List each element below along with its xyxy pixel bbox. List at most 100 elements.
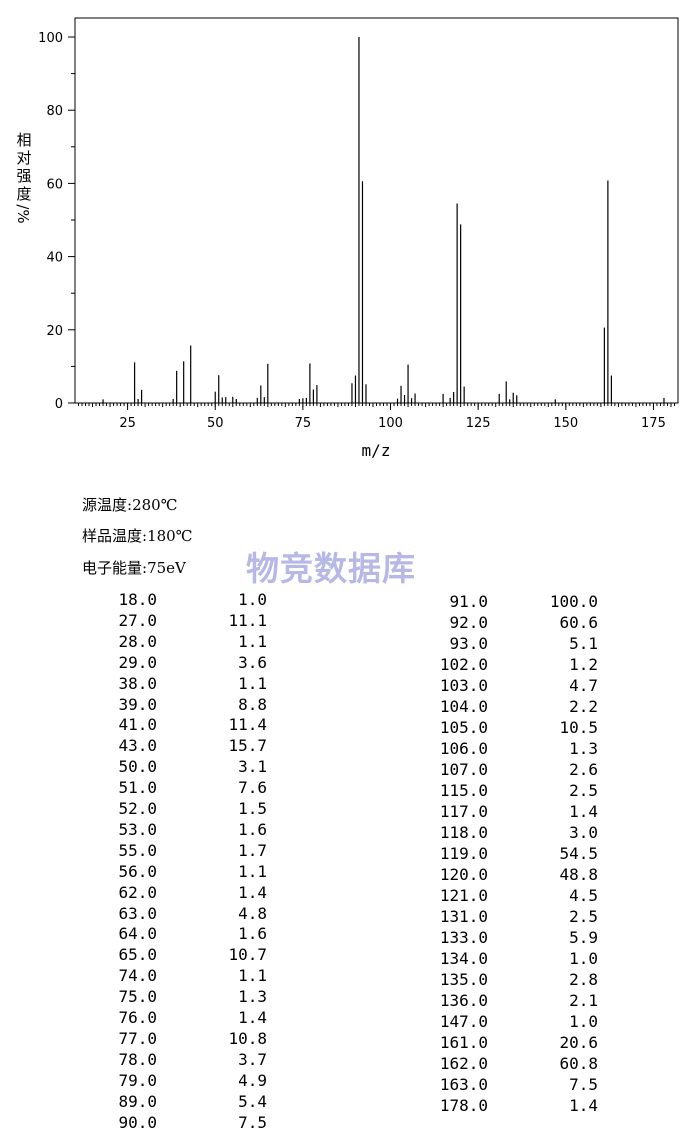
peak-abundance: 10.8 <box>228 1028 267 1048</box>
peak-abundance: 7.5 <box>569 1075 598 1094</box>
peak-mz: 121.0 <box>439 886 488 905</box>
condition-sample-temp: 样品温度:180℃ <box>82 527 193 545</box>
peak-abundance: 1.2 <box>569 655 598 674</box>
peak-mz: 43.0 <box>118 736 157 756</box>
peak-mz: 39.0 <box>118 694 157 714</box>
x-tick-label: 50 <box>207 416 224 431</box>
peak-mz: 104.0 <box>439 697 488 716</box>
peak-mz: 106.0 <box>439 739 488 758</box>
peak-mz: 163.0 <box>439 1075 488 1094</box>
peak-mz: 161.0 <box>439 1033 488 1052</box>
peak-abundance: 3.6 <box>238 652 267 672</box>
peak-mz: 136.0 <box>439 991 488 1010</box>
condition-electron-energy: 电子能量:75eV <box>82 559 186 577</box>
peak-mz: 89.0 <box>118 1091 157 1111</box>
peak-mz: 29.0 <box>118 652 157 672</box>
ylabel-char: 对 <box>16 149 31 167</box>
peak-abundance: 2.5 <box>569 781 598 800</box>
peak-abundance: 5.1 <box>569 634 598 653</box>
ylabel-char: 度 <box>16 185 31 203</box>
watermark: 物竞数据库 <box>246 549 416 588</box>
peak-mz: 119.0 <box>439 844 488 863</box>
peak-mz: 133.0 <box>439 928 488 947</box>
x-tick-label: 125 <box>466 416 491 431</box>
peak-abundance: 60.8 <box>559 1054 598 1073</box>
peak-mz: 65.0 <box>118 945 157 965</box>
peak-abundance: 5.9 <box>569 928 598 947</box>
x-tick-label: 100 <box>378 416 403 431</box>
peak-abundance: 8.8 <box>238 694 267 714</box>
peak-abundance: 1.4 <box>238 882 267 902</box>
peak-mz: 62.0 <box>118 882 157 902</box>
peak-mz: 64.0 <box>118 924 157 944</box>
peak-abundance: 2.8 <box>569 970 598 989</box>
peak-mz: 51.0 <box>118 778 157 798</box>
condition-source-temp: 源温度:280℃ <box>82 496 178 514</box>
y-tick-label: 60 <box>46 177 63 192</box>
peak-abundance: 2.1 <box>569 991 598 1010</box>
peak-mz: 18.0 <box>118 590 157 609</box>
peak-mz: 77.0 <box>118 1028 157 1048</box>
peak-mz: 131.0 <box>439 907 488 926</box>
peak-mz: 91.0 <box>449 592 488 611</box>
y-axis-label: 相 对 强 度 /% <box>14 131 32 224</box>
peak-table-left: 18.0 1.0 27.0 11.1 28.0 1.1 29.0 3.6 38.0 1.1 39.0… <box>0 590 340 1132</box>
y-tick-label: 80 <box>46 104 63 119</box>
peak-abundance: 10.5 <box>559 718 598 737</box>
peak-mz: 74.0 <box>118 966 157 986</box>
peak-mz: 50.0 <box>118 757 157 777</box>
peak-abundance: 1.7 <box>238 840 267 860</box>
peak-abundance: 3.1 <box>238 757 267 777</box>
y-tick-label: 100 <box>38 31 63 46</box>
condition-label: 源温度 <box>82 496 128 514</box>
peak-abundance: 1.4 <box>569 802 598 821</box>
x-axis-label: m/z <box>362 441 391 460</box>
peak-abundance: 4.5 <box>569 886 598 905</box>
peak-abundance: 1.1 <box>238 673 267 693</box>
peak-abundance: 4.8 <box>238 903 267 923</box>
peak-abundance: 1.3 <box>238 987 267 1007</box>
peak-mz: 105.0 <box>439 718 488 737</box>
peak-abundance: 48.8 <box>559 865 598 884</box>
peak-abundance: 15.7 <box>228 736 267 756</box>
peak-mz: 103.0 <box>439 676 488 695</box>
peak-mz: 115.0 <box>439 781 488 800</box>
plot-frame <box>74 17 679 404</box>
y-tick-label: 0 <box>55 397 63 412</box>
peak-abundance: 54.5 <box>559 844 598 863</box>
minor-ticks <box>71 73 675 407</box>
peak-abundance: 1.0 <box>569 1012 598 1031</box>
peak-abundance: 1.3 <box>569 739 598 758</box>
peak-mz: 134.0 <box>439 949 488 968</box>
peak-abundance: 5.4 <box>238 1091 267 1111</box>
peak-mz: 79.0 <box>118 1070 157 1090</box>
peak-abundance: 1.1 <box>238 861 267 881</box>
peak-abundance: 60.6 <box>559 613 598 632</box>
condition-label: 电子能量 <box>82 559 143 577</box>
peak-abundance: 2.2 <box>569 697 598 716</box>
peak-bars <box>102 37 665 403</box>
peak-mz: 76.0 <box>118 1008 157 1027</box>
peak-mz: 162.0 <box>439 1054 488 1073</box>
axis-ticks: 25 50 75 100 125 150 175 0 20 40 60 80 100 <box>38 31 666 431</box>
peak-table-right: 91.0 100.0 92.0 60.6 93.0 5.1 102.0 1.2 103.0 4.7… <box>340 592 687 1127</box>
peak-abundance: 7.6 <box>238 778 267 798</box>
x-tick-label: 150 <box>553 416 578 431</box>
peak-mz: 56.0 <box>118 861 157 881</box>
peak-abundance: 10.7 <box>228 945 267 965</box>
peak-mz: 90.0 <box>118 1112 157 1132</box>
peak-mz: 118.0 <box>439 823 488 842</box>
peak-mz: 78.0 <box>118 1049 157 1069</box>
peak-mz: 93.0 <box>449 634 488 653</box>
condition-value: 180℃ <box>147 527 193 545</box>
x-tick-label: 75 <box>295 416 312 431</box>
peak-abundance: 11.1 <box>228 610 267 630</box>
peak-abundance: 4.7 <box>569 676 598 695</box>
peak-mz: 63.0 <box>118 903 157 923</box>
y-tick-label: 20 <box>46 324 63 339</box>
peak-mz: 178.0 <box>439 1096 488 1115</box>
y-tick-label: 40 <box>46 251 63 266</box>
condition-value: 75eV <box>147 559 186 577</box>
peak-abundance: 2.6 <box>569 760 598 779</box>
peak-abundance: 11.4 <box>228 715 267 735</box>
